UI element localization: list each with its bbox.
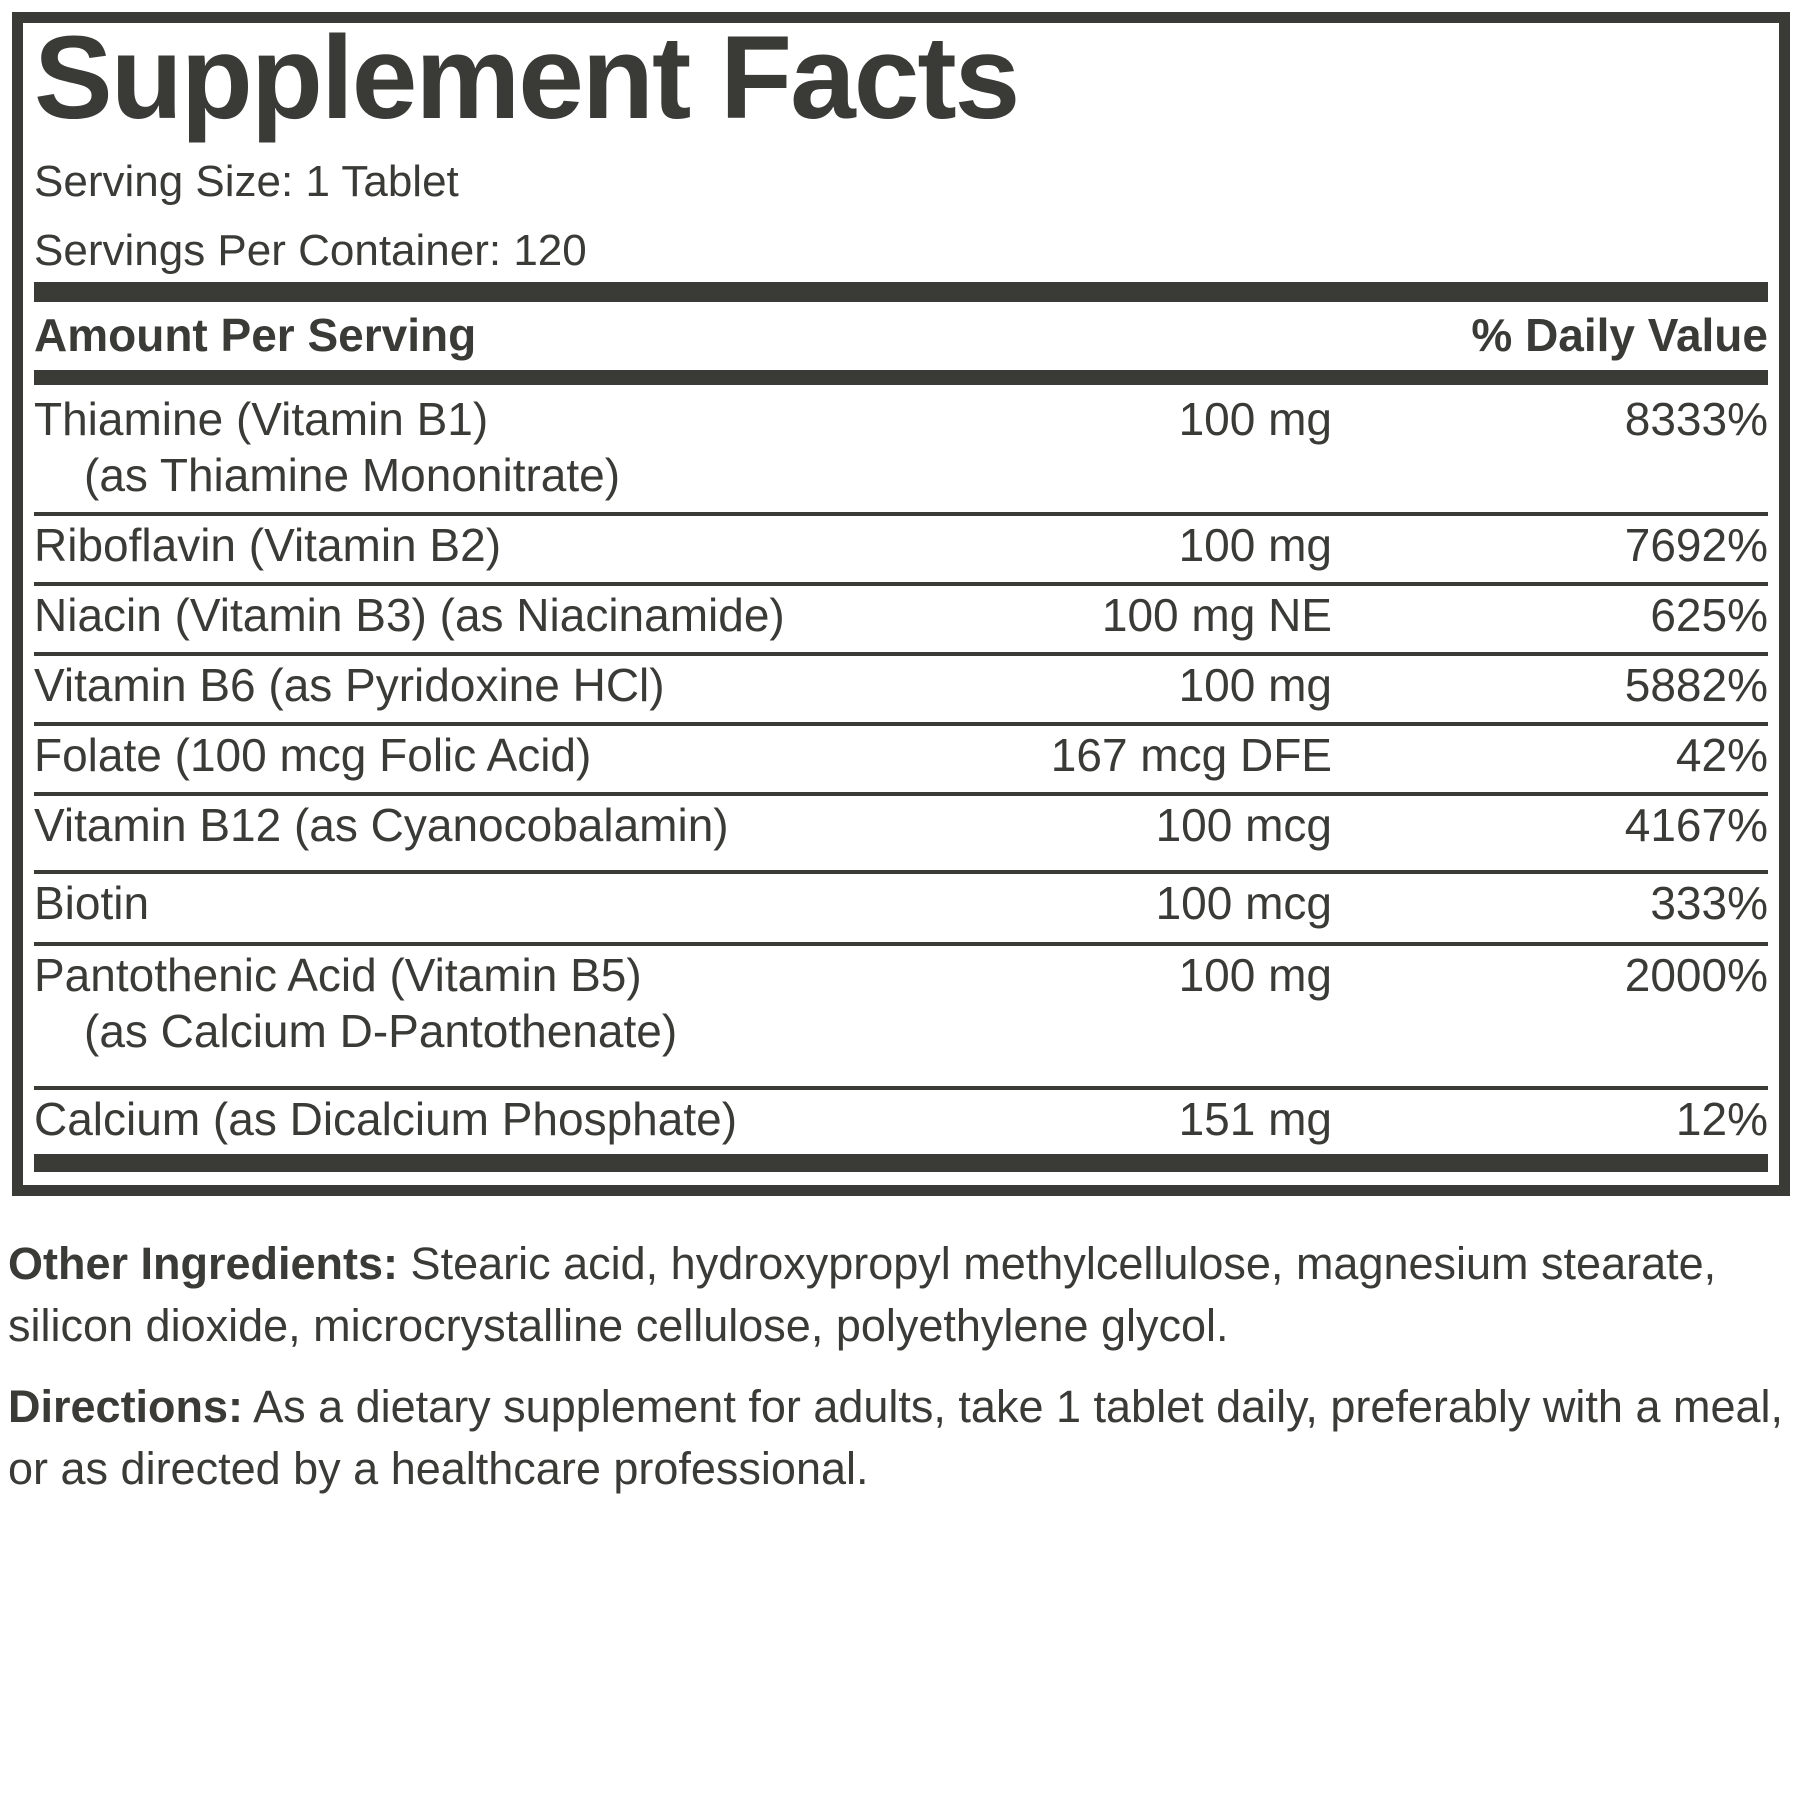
nutrient-amount: 100 mg [1178, 519, 1332, 571]
row-divider [34, 942, 1768, 946]
nutrient-name: Niacin (Vitamin B3) (as Niacinamide) [34, 589, 785, 641]
row-divider [34, 792, 1768, 796]
nutrient-source: (as Calcium D-Pantothenate) [84, 1005, 678, 1057]
nutrient-name: Riboflavin (Vitamin B2) [34, 519, 502, 571]
nutrient-daily-value: 2000% [1624, 949, 1768, 1001]
nutrient-name: Vitamin B12 (as Cyanocobalamin) [34, 799, 729, 851]
nutrient-name: Biotin [34, 877, 150, 929]
nutrient-row: Thiamine (Vitamin B1) (as Thiamine Mononi… [34, 390, 1768, 516]
nutrient-name: Vitamin B6 (as Pyridoxine HCl) [34, 659, 665, 711]
nutrient-row: Folate (100 mcg Folic Acid) 167 mcg DFE 42… [34, 726, 1768, 796]
nutrient-row: Niacin (Vitamin B3) (as Niacinamide) 100 … [34, 586, 1768, 656]
nutrient-row: Riboflavin (Vitamin B2) 100 mg 7692% [34, 516, 1768, 586]
other-ingredients: Other Ingredients: Stearic acid, hydroxy… [8, 1233, 1788, 1357]
nutrient-daily-value: 625% [1650, 589, 1768, 641]
medium-divider [34, 370, 1768, 385]
thick-divider-bottom [34, 1154, 1768, 1172]
nutrient-amount: 100 mcg [1155, 799, 1332, 851]
nutrient-name: Pantothenic Acid (Vitamin B5) [34, 949, 642, 1001]
nutrient-daily-value: 42% [1675, 729, 1768, 781]
nutrient-row: Biotin 100 mcg 333% [34, 874, 1768, 946]
servings-per-container: Servings Per Container: 120 [34, 226, 587, 275]
nutrient-amount: 100 mg [1178, 659, 1332, 711]
nutrient-daily-value: 12% [1675, 1093, 1768, 1145]
nutrient-amount: 100 mg NE [1101, 589, 1332, 641]
nutrient-amount: 100 mg [1178, 949, 1332, 1001]
nutrient-amount: 151 mg [1178, 1093, 1332, 1145]
nutrient-source: (as Thiamine Mononitrate) [84, 449, 621, 501]
nutrient-row: Pantothenic Acid (Vitamin B5) (as Calcium… [34, 946, 1768, 1090]
directions-label: Directions: [8, 1381, 244, 1432]
header-amount-per-serving: Amount Per Serving [34, 309, 477, 361]
directions: Directions: As a dietary supplement for … [8, 1376, 1788, 1500]
nutrient-row: Calcium (as Dicalcium Phosphate) 151 mg 12… [34, 1090, 1768, 1152]
header-daily-value: % Daily Value [1471, 309, 1768, 361]
nutrient-name: Calcium (as Dicalcium Phosphate) [34, 1093, 738, 1145]
nutrient-name: Thiamine (Vitamin B1) [34, 393, 489, 445]
row-divider [34, 1086, 1768, 1090]
nutrient-daily-value: 8333% [1624, 393, 1768, 445]
nutrient-row: Vitamin B6 (as Pyridoxine HCl) 100 mg 5882… [34, 656, 1768, 726]
nutrient-amount: 100 mcg [1155, 877, 1332, 929]
nutrient-amount: 167 mcg DFE [1050, 729, 1332, 781]
row-divider [34, 722, 1768, 726]
other-ingredients-text: Stearic acid, hydroxypropyl methylcellul… [8, 1238, 1717, 1351]
nutrient-daily-value: 4167% [1624, 799, 1768, 851]
row-divider [34, 870, 1768, 874]
row-divider [34, 512, 1768, 516]
panel-title: Supplement Facts [34, 12, 1020, 144]
thick-divider-top [34, 282, 1768, 302]
nutrient-daily-value: 7692% [1624, 519, 1768, 571]
nutrient-amount: 100 mg [1178, 393, 1332, 445]
row-divider [34, 582, 1768, 586]
row-divider [34, 652, 1768, 656]
nutrient-daily-value: 5882% [1624, 659, 1768, 711]
nutrient-daily-value: 333% [1650, 877, 1768, 929]
nutrient-row: Vitamin B12 (as Cyanocobalamin) 100 mcg 41… [34, 796, 1768, 874]
serving-size: Serving Size: 1 Tablet [34, 157, 459, 206]
directions-text: As a dietary supplement for adults, take… [8, 1381, 1784, 1494]
supplement-facts-panel [12, 12, 1790, 1196]
other-ingredients-label: Other Ingredients: [8, 1238, 399, 1289]
nutrient-name: Folate (100 mcg Folic Acid) [34, 729, 592, 781]
